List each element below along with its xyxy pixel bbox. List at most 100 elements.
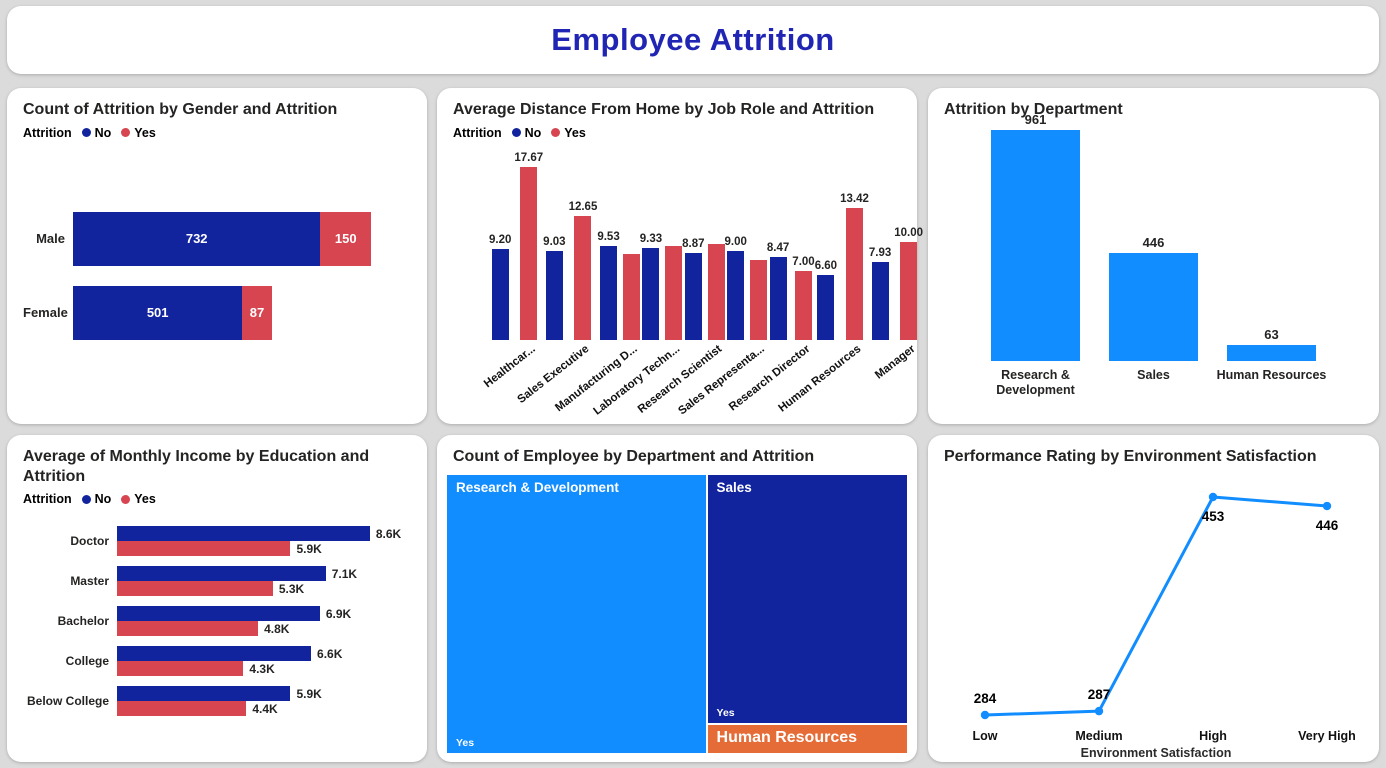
bar-line: 6.9K [117,606,411,622]
line-series [983,495,1329,717]
legend-dot-no [511,128,521,138]
bar-yes[interactable] [794,271,812,340]
value-label: 13.42 [840,193,869,206]
legend-item-no[interactable]: No [81,492,111,506]
data-point-low[interactable] [980,710,990,719]
treemap-tile-sales[interactable]: Sales Yes [705,474,907,724]
bar-no[interactable] [117,566,326,582]
value-label: 453 [1202,509,1225,524]
bar-segment-yes[interactable]: 150 [320,211,372,266]
x-axis-label: Low [973,729,998,743]
x-axis-label: Healthcar... [481,342,538,390]
bar-line: 4.8K [117,621,411,637]
value-label: 4.8K [264,621,290,636]
bar-yes[interactable] [520,166,538,340]
bar-no[interactable] [727,251,745,340]
bar-column [665,150,683,340]
bar-line: 5.9K [117,686,411,702]
gender-bar-row: Female 501 87 [23,285,411,340]
legend-item-yes[interactable]: Yes [121,492,156,506]
bar-column [749,150,767,340]
value-label: 9.20 [489,234,512,247]
value-label: 7.93 [868,246,892,259]
legend-item-yes[interactable]: Yes [121,126,156,140]
value-label: 5.3K [278,581,305,596]
bar-line: 4.3K [117,661,411,677]
bar-track: 501 87 [73,285,411,340]
bar-no[interactable] [817,274,835,340]
bar-no[interactable] [117,686,291,702]
bar-2[interactable] [1227,345,1316,361]
legend-title: Attrition [23,125,72,140]
data-point-very-high[interactable] [1322,501,1332,510]
x-axis-label: Manager [872,342,918,382]
bar-yes[interactable] [622,254,640,340]
value-label: 446 [1142,235,1165,251]
card-title: Average of Monthly Income by Education a… [23,448,370,485]
bar-yes[interactable] [117,701,247,717]
legend-item-no[interactable]: No [511,126,541,140]
legend-dot-yes [121,128,131,138]
card-attrition-by-department: Attrition by Department 961 Research & De… [928,88,1379,424]
card-income-by-education: Average of Monthly Income by Education a… [7,435,427,762]
income-row: College 6.6K 4.3K [23,646,411,677]
value-label: 9.00 [724,236,747,249]
value-label: 63 [1264,327,1279,343]
bar-no[interactable] [684,252,702,340]
bar-no[interactable] [545,251,563,340]
bar-yes[interactable] [117,661,244,677]
value-label: 9.33 [639,233,663,246]
bar-line: 5.3K [117,581,411,597]
bar-yes[interactable] [117,621,259,637]
bar-0[interactable] [991,129,1080,361]
bar-column: 13.42 [840,150,869,340]
department-column-chart: 961 Research & Development 446 Sales 63 Human… [944,112,1363,404]
bar-segment-yes[interactable]: 87 [242,285,272,340]
x-axis-title: Environment Satisfaction [1081,746,1232,759]
bar-no[interactable] [117,646,312,662]
bar-column: 6.60 [815,150,837,340]
bar-segment-no[interactable]: 501 [73,285,243,340]
legend-item-no[interactable]: No [81,126,111,140]
tile-sub-label: Yes [716,707,735,720]
bar-yes[interactable] [117,541,291,557]
treemap-tile-human-resources[interactable]: Human Resources [705,723,907,753]
bar-yes[interactable] [574,215,592,340]
bar-no[interactable] [769,256,787,340]
bar-segment-no[interactable]: 732 [73,211,321,266]
bar-no[interactable] [642,248,660,340]
value-label: 4.3K [249,661,275,676]
bar-yes[interactable] [749,259,767,340]
legend-dot-yes [551,128,561,138]
income-row: Master 7.1K 5.3K [23,566,411,597]
value-label: 7.1K [331,566,358,581]
value-label: 7.00 [792,256,815,268]
legend-item-yes[interactable]: Yes [551,126,586,140]
gender-bar-row: Male 732 150 [23,211,411,266]
bar-no[interactable] [871,261,889,340]
bar-line: 5.9K [117,541,411,557]
bar-yes[interactable] [900,241,918,340]
bar-group: 9.00 Sales Representa... [677,150,768,416]
card-title: Average Distance From Home by Job Role a… [453,101,875,118]
bar-no[interactable] [491,249,509,340]
bar-column: 9.00 [725,150,747,340]
performance-line-chart: 284 Low 287 Medium 453 High 446 Very High Enviro… [973,492,1356,759]
legend-dot-no [81,494,91,504]
bar-no[interactable] [600,246,618,340]
dashboard-title: Employee Attrition [551,22,835,57]
data-point-medium[interactable] [1094,706,1104,715]
value-label: 8.87 [682,237,705,250]
treemap-tile-research-development[interactable]: Research & Development Yes [447,474,706,753]
department-column: 446 Sales [1095,235,1213,403]
value-label: 12.65 [568,200,598,213]
data-point-high[interactable] [1208,492,1218,501]
bar-yes[interactable] [117,581,273,597]
bar-yes[interactable] [707,244,725,340]
bar-1[interactable] [1109,253,1198,361]
bar-yes[interactable] [845,208,863,340]
bar-no[interactable] [117,606,320,622]
value-label: 284 [974,691,997,706]
bar-no[interactable] [117,526,370,542]
bar-yes[interactable] [665,245,683,340]
